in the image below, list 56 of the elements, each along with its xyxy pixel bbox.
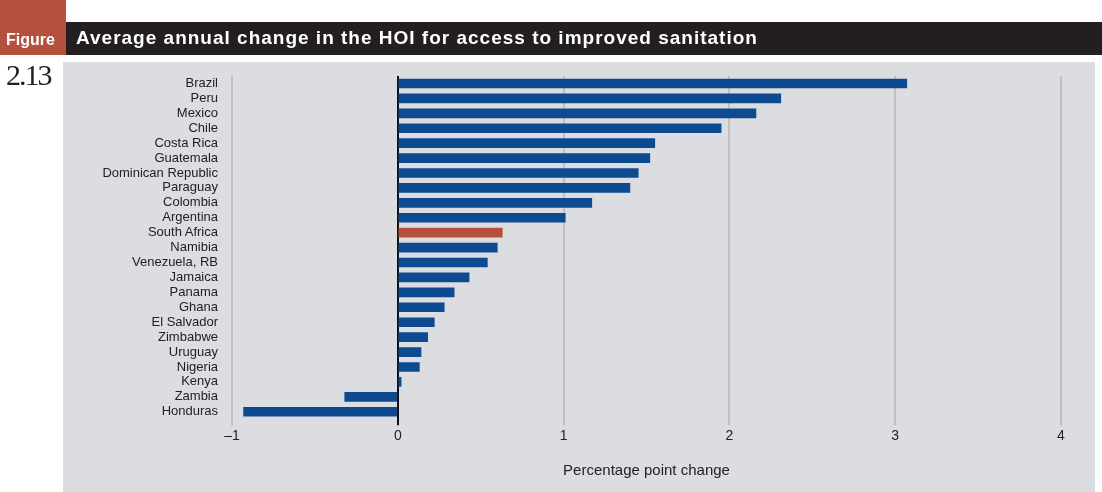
bar bbox=[398, 123, 722, 134]
text: 2.13 bbox=[6, 58, 51, 92]
text: Figure bbox=[6, 31, 55, 49]
y-tick-label: Zambia bbox=[174, 388, 219, 404]
bar bbox=[398, 347, 422, 357]
x-tick-label: 0 bbox=[393, 427, 402, 444]
x-tick-label: –1 bbox=[224, 427, 240, 444]
y-tick-label: Panama bbox=[169, 283, 219, 299]
bar bbox=[344, 391, 398, 402]
x-tick-label: 2 bbox=[725, 427, 734, 444]
chart-title: Average annual change in the HOI for access to improved sanitation bbox=[76, 27, 758, 49]
y-tick-label: Brazil bbox=[185, 75, 219, 91]
bar bbox=[398, 287, 455, 298]
bar bbox=[398, 168, 639, 178]
bar bbox=[398, 153, 651, 163]
bar bbox=[398, 198, 593, 208]
y-tick-label: Kenya bbox=[181, 373, 219, 389]
y-tick-label: Uruguay bbox=[168, 343, 219, 359]
y-tick-label: Paraguay bbox=[162, 179, 219, 195]
bar bbox=[398, 302, 445, 313]
y-tick-label: Costa Rica bbox=[154, 134, 219, 150]
bar bbox=[243, 406, 398, 417]
bar bbox=[398, 227, 503, 238]
y-tick-label: Namibia bbox=[170, 239, 219, 255]
x-axis-title: Percentage point change bbox=[563, 461, 730, 479]
bar bbox=[398, 78, 908, 89]
y-tick-label: Jamaica bbox=[169, 269, 219, 285]
y-tick-label: Mexico bbox=[176, 104, 218, 120]
y-tick-label: El Salvador bbox=[151, 313, 219, 329]
bar bbox=[398, 272, 470, 283]
y-tick-label: Chile bbox=[188, 119, 218, 135]
bar bbox=[398, 183, 631, 193]
bar bbox=[398, 317, 435, 328]
x-tick-label: 3 bbox=[891, 427, 900, 444]
y-tick-label: South Africa bbox=[147, 224, 219, 240]
y-tick-label: Peru bbox=[190, 89, 218, 105]
y-tick-label: Honduras bbox=[161, 403, 219, 419]
x-tick-label: 4 bbox=[1057, 427, 1066, 444]
y-tick-label: Argentina bbox=[162, 209, 219, 225]
y-tick-label: Colombia bbox=[163, 194, 219, 210]
y-tick-label: Nigeria bbox=[176, 358, 219, 374]
bar bbox=[398, 257, 488, 268]
bar bbox=[398, 138, 656, 148]
x-tick-label: 1 bbox=[559, 427, 568, 444]
y-tick-label: Zimbabwe bbox=[158, 328, 218, 344]
bar bbox=[398, 377, 402, 387]
bar bbox=[398, 93, 782, 104]
y-tick-label: Guatemala bbox=[154, 149, 219, 165]
bar bbox=[398, 212, 566, 223]
bar bbox=[398, 108, 757, 119]
bar bbox=[398, 332, 428, 342]
y-tick-label: Ghana bbox=[178, 298, 219, 314]
bar bbox=[398, 242, 498, 253]
bar bbox=[398, 362, 420, 372]
y-tick-label: Venezuela, RB bbox=[131, 254, 218, 270]
y-tick-label: Dominican Republic bbox=[102, 164, 219, 180]
